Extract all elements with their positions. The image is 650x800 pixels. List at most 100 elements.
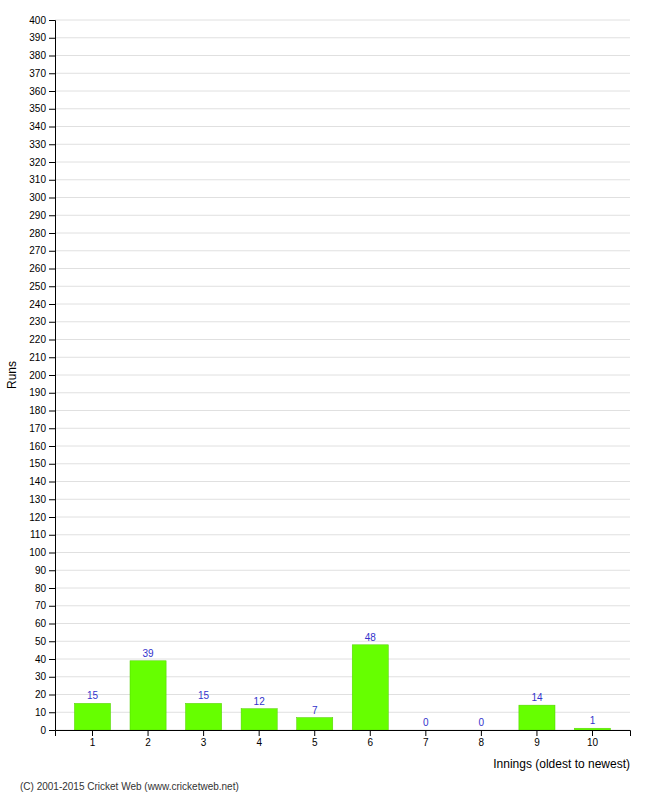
y-tick-mark xyxy=(49,446,55,447)
y-tick-label: 290 xyxy=(29,210,46,221)
x-axis: 12345678910 xyxy=(56,730,631,748)
grid-line xyxy=(55,304,630,305)
y-tick-label: 250 xyxy=(29,281,46,292)
y-tick-mark xyxy=(49,411,55,412)
data-label: 0 xyxy=(423,717,429,728)
grid-line xyxy=(55,73,630,74)
y-tick-mark xyxy=(49,286,55,287)
y-tick: 340 xyxy=(29,121,55,132)
y-tick-label: 0 xyxy=(40,725,46,736)
x-tick: 1 xyxy=(90,730,96,748)
grid-line xyxy=(55,534,630,535)
grid-line xyxy=(55,339,630,340)
y-tick-mark xyxy=(49,641,55,642)
x-tick-mark xyxy=(481,730,482,736)
y-tick-label: 170 xyxy=(29,423,46,434)
bars xyxy=(74,645,610,730)
y-tick-mark xyxy=(49,482,55,483)
x-tick: 3 xyxy=(201,730,207,748)
y-tick-mark xyxy=(49,322,55,323)
x-tick-mark xyxy=(92,730,93,736)
y-tick: 260 xyxy=(29,263,55,274)
x-tick-label: 7 xyxy=(423,737,429,748)
y-tick-mark xyxy=(49,659,55,660)
grid-line xyxy=(55,108,630,109)
y-tick-label: 300 xyxy=(29,192,46,203)
y-tick: 360 xyxy=(29,86,55,97)
grid-line xyxy=(55,659,630,660)
grid-line xyxy=(55,410,630,411)
grid-line xyxy=(55,499,630,500)
data-label: 14 xyxy=(531,692,543,703)
bar xyxy=(297,718,333,730)
bar xyxy=(574,728,610,730)
y-tick-label: 360 xyxy=(29,86,46,97)
grid-line xyxy=(55,392,630,393)
data-label: 39 xyxy=(142,648,154,659)
y-tick-mark xyxy=(49,464,55,465)
y-tick-mark xyxy=(49,127,55,128)
y-tick-label: 120 xyxy=(29,512,46,523)
y-tick-mark xyxy=(49,144,55,145)
y-tick-label: 70 xyxy=(35,600,47,611)
y-tick-mark xyxy=(49,215,55,216)
grid-line xyxy=(55,357,630,358)
y-tick: 0 xyxy=(40,725,55,736)
data-label: 1 xyxy=(590,715,596,726)
y-tick-mark xyxy=(49,375,55,376)
y-tick: 60 xyxy=(35,618,55,629)
y-tick-label: 370 xyxy=(29,68,46,79)
x-tick: 5 xyxy=(312,730,318,748)
y-tick-mark xyxy=(49,588,55,589)
y-tick: 130 xyxy=(29,494,55,505)
bar xyxy=(241,709,277,730)
grid-line xyxy=(55,641,630,642)
data-label: 0 xyxy=(479,717,485,728)
y-tick: 310 xyxy=(29,174,55,185)
x-tick-label: 9 xyxy=(534,737,540,748)
grid-line xyxy=(55,126,630,127)
y-tick-label: 310 xyxy=(29,174,46,185)
bar xyxy=(519,705,555,730)
y-tick-mark xyxy=(49,20,55,21)
bar xyxy=(130,661,166,730)
y-tick: 230 xyxy=(29,316,55,327)
y-tick-label: 240 xyxy=(29,299,46,310)
y-tick-label: 60 xyxy=(35,618,47,629)
footer: (C) 2001-2015 Cricket Web (www.cricketwe… xyxy=(20,781,239,792)
y-tick-mark xyxy=(49,269,55,270)
grid-line xyxy=(55,552,630,553)
y-tick: 120 xyxy=(29,512,55,523)
y-tick-label: 210 xyxy=(29,352,46,363)
grid-line xyxy=(55,286,630,287)
y-tick-label: 100 xyxy=(29,547,46,558)
x-tick-label: 5 xyxy=(312,737,318,748)
y-tick-mark xyxy=(49,553,55,554)
data-label: 12 xyxy=(254,696,266,707)
y-tick-mark xyxy=(49,624,55,625)
y-tick: 290 xyxy=(29,210,55,221)
y-tick-label: 20 xyxy=(35,689,47,700)
x-tick-label: 8 xyxy=(479,737,485,748)
y-tick-label: 350 xyxy=(29,103,46,114)
y-tick-mark xyxy=(49,712,55,713)
y-tick-label: 320 xyxy=(29,157,46,168)
y-tick: 190 xyxy=(29,387,55,398)
y-tick-label: 80 xyxy=(35,583,47,594)
y-tick: 40 xyxy=(35,654,55,665)
y-tick: 280 xyxy=(29,228,55,239)
y-tick-mark xyxy=(49,570,55,571)
y-tick-label: 90 xyxy=(35,565,47,576)
y-tick: 250 xyxy=(29,281,55,292)
x-tick-mark xyxy=(203,730,204,736)
x-tick-label: 10 xyxy=(587,737,599,748)
grid-line xyxy=(55,91,630,92)
grid-line xyxy=(55,162,630,163)
y-tick: 240 xyxy=(29,299,55,310)
data-label: 15 xyxy=(87,690,99,701)
y-tick-label: 340 xyxy=(29,121,46,132)
y-tick-mark xyxy=(49,73,55,74)
y-tick-mark xyxy=(49,56,55,57)
y-tick-label: 260 xyxy=(29,263,46,274)
grid xyxy=(55,20,630,730)
